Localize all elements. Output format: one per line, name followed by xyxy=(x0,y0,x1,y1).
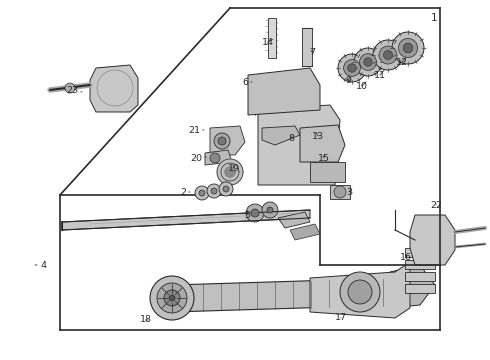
Text: 19: 19 xyxy=(228,163,240,172)
Polygon shape xyxy=(217,159,243,185)
Text: 3: 3 xyxy=(346,188,352,197)
Circle shape xyxy=(360,54,376,71)
Text: 12: 12 xyxy=(396,57,408,67)
Text: 16: 16 xyxy=(400,253,412,262)
Circle shape xyxy=(340,272,380,312)
Circle shape xyxy=(373,40,403,70)
Bar xyxy=(330,185,350,199)
Circle shape xyxy=(251,209,259,217)
Circle shape xyxy=(219,182,233,196)
Text: 23: 23 xyxy=(66,86,82,95)
Circle shape xyxy=(334,186,346,198)
Polygon shape xyxy=(225,167,235,177)
Polygon shape xyxy=(300,125,345,162)
Bar xyxy=(310,162,345,182)
Bar xyxy=(268,18,276,58)
Polygon shape xyxy=(290,224,320,240)
Circle shape xyxy=(348,64,356,72)
Text: 7: 7 xyxy=(309,48,315,57)
Polygon shape xyxy=(258,105,340,185)
Circle shape xyxy=(65,83,75,93)
Text: 8: 8 xyxy=(288,134,294,143)
Circle shape xyxy=(398,39,417,58)
Polygon shape xyxy=(278,212,310,228)
Bar xyxy=(405,284,435,293)
Circle shape xyxy=(150,276,194,320)
Text: 13: 13 xyxy=(312,131,324,140)
Circle shape xyxy=(354,48,382,76)
Text: 21: 21 xyxy=(188,126,204,135)
Circle shape xyxy=(262,202,278,218)
Polygon shape xyxy=(90,65,138,112)
Text: 20: 20 xyxy=(190,153,206,162)
Polygon shape xyxy=(248,68,320,115)
Circle shape xyxy=(164,290,180,306)
Polygon shape xyxy=(172,278,400,312)
Circle shape xyxy=(214,133,230,149)
Circle shape xyxy=(403,43,413,53)
Circle shape xyxy=(211,188,217,194)
Text: 6: 6 xyxy=(242,77,252,86)
Text: 15: 15 xyxy=(318,153,330,162)
Circle shape xyxy=(157,283,187,313)
Text: 17: 17 xyxy=(335,314,347,323)
Text: 1: 1 xyxy=(430,13,437,23)
Circle shape xyxy=(199,190,205,196)
Circle shape xyxy=(169,295,175,301)
Polygon shape xyxy=(410,215,455,265)
Text: 11: 11 xyxy=(374,70,386,80)
Circle shape xyxy=(195,186,209,200)
Polygon shape xyxy=(262,126,300,145)
Text: 5: 5 xyxy=(244,211,250,220)
Bar xyxy=(405,248,435,257)
Circle shape xyxy=(207,184,221,198)
Bar xyxy=(405,260,435,269)
Circle shape xyxy=(348,280,372,304)
Polygon shape xyxy=(310,262,410,318)
Polygon shape xyxy=(205,150,232,165)
Text: 9: 9 xyxy=(345,76,351,85)
Circle shape xyxy=(392,32,424,64)
Circle shape xyxy=(267,207,273,213)
Circle shape xyxy=(246,204,264,222)
Polygon shape xyxy=(390,265,435,308)
Circle shape xyxy=(364,58,372,66)
Text: 10: 10 xyxy=(356,81,368,90)
Circle shape xyxy=(210,153,220,163)
Polygon shape xyxy=(210,126,245,155)
Polygon shape xyxy=(62,210,310,230)
Text: 4: 4 xyxy=(35,261,46,270)
Circle shape xyxy=(223,186,229,192)
Text: 14: 14 xyxy=(262,37,274,46)
Circle shape xyxy=(338,54,366,82)
Text: 22: 22 xyxy=(430,201,442,210)
Bar xyxy=(405,272,435,281)
Circle shape xyxy=(218,137,226,145)
Text: 2: 2 xyxy=(180,188,190,197)
Circle shape xyxy=(343,60,361,76)
Circle shape xyxy=(379,46,397,64)
Text: 18: 18 xyxy=(140,315,152,324)
Bar xyxy=(302,28,312,66)
Circle shape xyxy=(384,50,392,59)
